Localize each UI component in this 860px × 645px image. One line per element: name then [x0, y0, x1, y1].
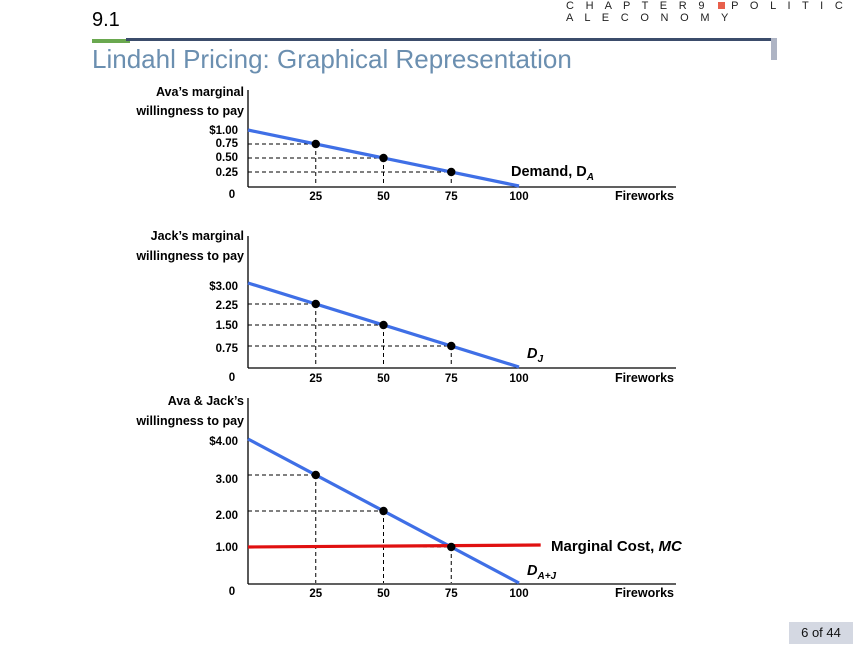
demand-series-label: DJ [527, 346, 543, 365]
demand-series-label: Demand, DA [511, 164, 594, 183]
x-tick-label: 75 [445, 191, 458, 203]
y-tick-label: 2.25 [216, 300, 239, 312]
y-tick-label: 0.75 [216, 343, 239, 355]
mc-series-label: Marginal Cost, MC [551, 538, 683, 555]
y-tick-label: 1.00 [216, 542, 238, 554]
data-point [379, 320, 388, 330]
x-tick-label: 25 [309, 191, 322, 203]
data-point [447, 542, 456, 552]
data-point [311, 139, 320, 149]
mc-label-italic: MC [659, 538, 683, 555]
chapter-title: P O L I T I C A L E C O N O M Y [566, 0, 848, 24]
x-tick-label: 100 [509, 191, 528, 203]
data-point [379, 506, 388, 516]
demand-label-main: D [527, 563, 538, 579]
marginal-cost-line [247, 543, 541, 549]
y-axis-label: willingness to pay [135, 104, 244, 118]
x-tick-label: 25 [309, 373, 322, 385]
y-tick-label: 0.50 [216, 152, 238, 164]
chapter-header: C H A P T E R 9 P O L I T I C A L E C O … [566, 0, 856, 24]
data-point [311, 299, 320, 309]
origin-label: 0 [229, 189, 235, 201]
y-tick-label: $4.00 [209, 436, 238, 448]
origin-label: 0 [229, 586, 235, 598]
demand-label-subscript: J [537, 354, 543, 365]
x-tick-label: 75 [445, 373, 458, 385]
y-axis-label: willingness to pay [135, 414, 244, 428]
demand-label-subscript: A [586, 172, 594, 183]
demand-label-main: Demand, D [511, 164, 587, 180]
x-tick-label: 75 [445, 588, 458, 600]
y-axis-label: Ava & Jack’s [168, 394, 244, 408]
y-tick-label: 1.50 [216, 320, 238, 332]
y-tick-label: 0.75 [216, 138, 239, 150]
chapter-divider-square [718, 2, 726, 10]
data-point [447, 341, 456, 351]
page-title: Lindahl Pricing: Graphical Representatio… [92, 44, 572, 74]
y-tick-label: $3.00 [209, 281, 238, 293]
y-tick-label: $1.00 [209, 125, 238, 137]
x-tick-label: 100 [509, 373, 528, 385]
x-tick-label: 50 [377, 191, 390, 203]
x-axis-label: Fireworks [615, 586, 674, 600]
y-axis-label: willingness to pay [135, 249, 244, 263]
y-tick-label: 0.25 [216, 167, 239, 179]
mc-label-main: Marginal Cost, [551, 538, 659, 555]
x-tick-label: 25 [309, 588, 322, 600]
section-number: 9.1 [92, 9, 120, 31]
demand-series-label: DA+J [527, 563, 557, 582]
origin-label: 0 [229, 372, 235, 384]
y-tick-label: 2.00 [216, 510, 238, 522]
page-indicator: 6 of 44 [789, 622, 853, 644]
y-tick-label: 3.00 [216, 474, 238, 486]
data-point [379, 153, 388, 163]
x-axis-label: Fireworks [615, 371, 674, 385]
section-underline [92, 39, 130, 43]
x-tick-label: 50 [377, 373, 390, 385]
data-point [447, 167, 456, 177]
x-tick-label: 100 [509, 588, 528, 600]
header-rule [126, 38, 776, 41]
demand-label-main: D [527, 346, 538, 362]
data-point [311, 470, 320, 480]
demand-label-subscript: A+J [536, 571, 556, 582]
x-axis-label: Fireworks [615, 189, 674, 203]
header-rule-end [771, 38, 777, 60]
chapter-label: C H A P T E R 9 [566, 0, 709, 12]
y-axis-label: Jack’s marginal [151, 229, 244, 243]
y-axis-label: Ava’s marginal [156, 85, 244, 99]
x-tick-label: 50 [377, 588, 390, 600]
